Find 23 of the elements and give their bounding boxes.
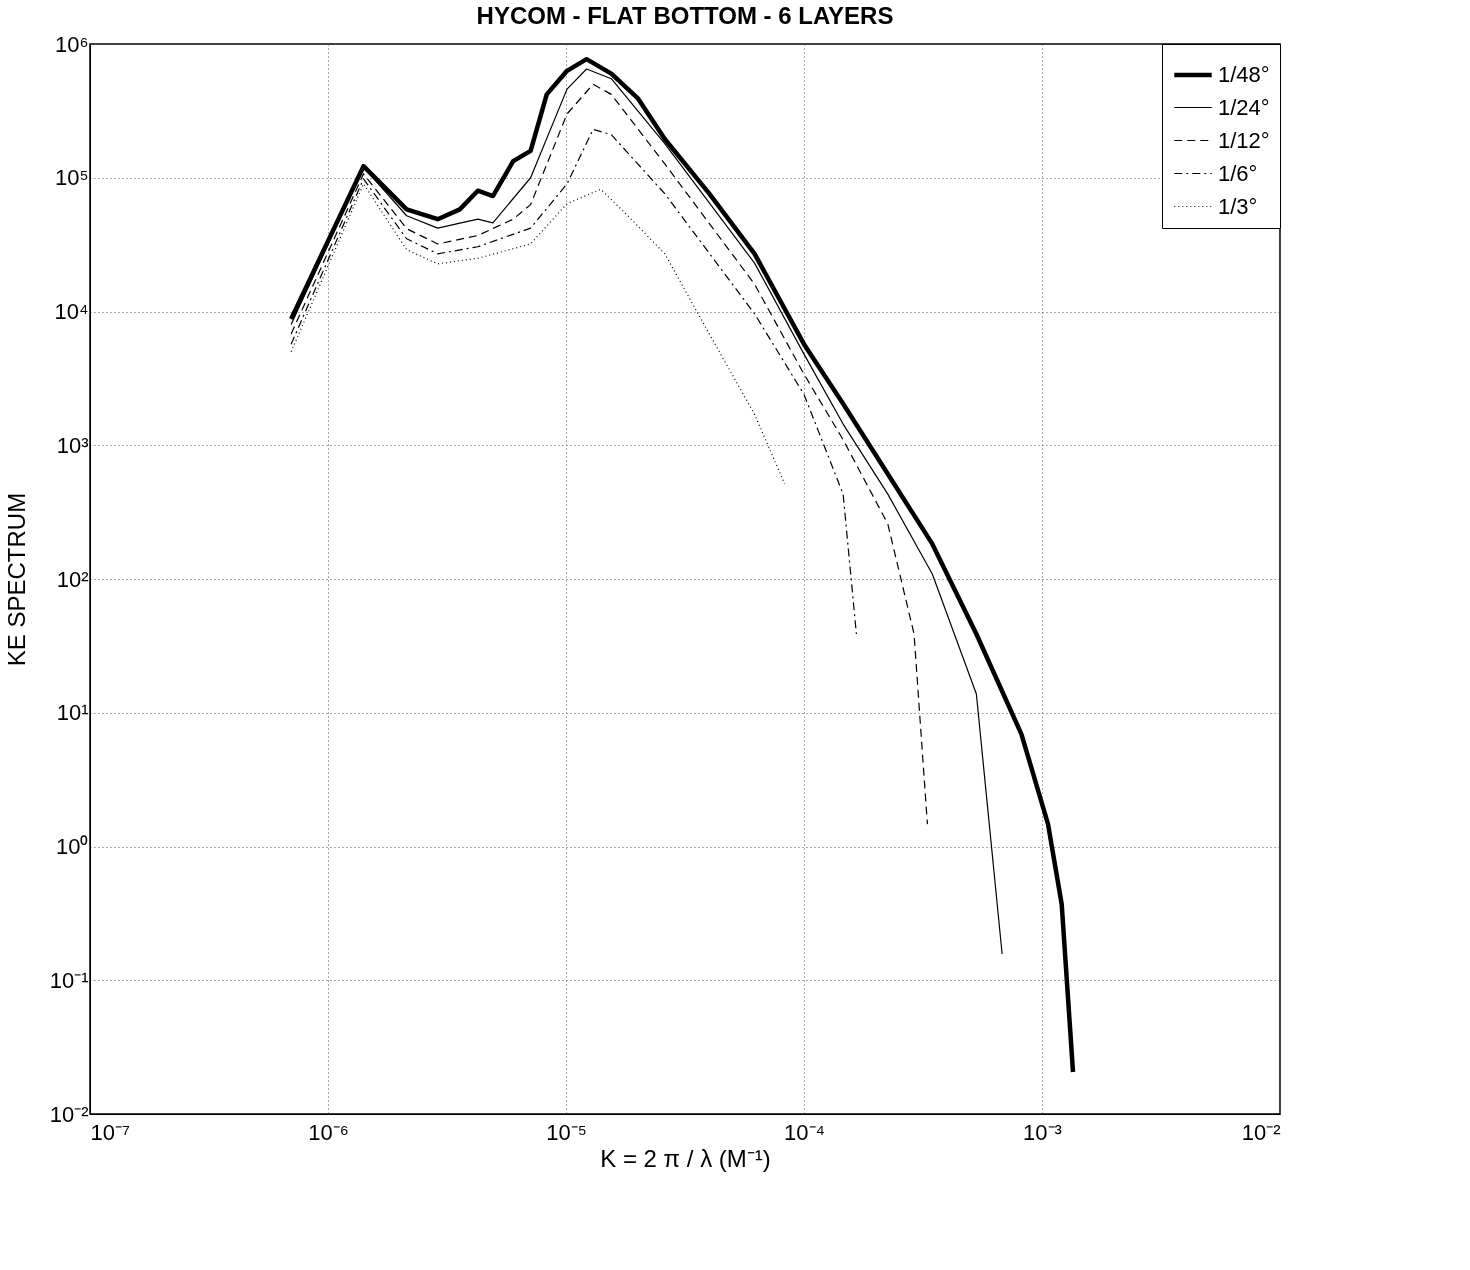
x-tick-label: 10⁻⁷	[90, 1119, 130, 1145]
legend-label: 1/12°	[1218, 127, 1270, 153]
y-tick-label: 10⁴	[54, 299, 89, 324]
legend-label: 1/24°	[1218, 94, 1270, 120]
x-tick-label: 10⁻⁵	[546, 1119, 587, 1145]
y-tick-label: 10¹	[56, 700, 89, 726]
x-tick-label: 10⁻⁶	[308, 1119, 349, 1145]
legend-label: 1/48°	[1218, 62, 1270, 87]
y-tick-label: 10⁻¹	[49, 967, 89, 993]
legend-label: 1/6°	[1218, 160, 1258, 186]
y-tick-label: 10²	[56, 566, 89, 592]
y-tick-label: 10⁵	[54, 165, 89, 191]
x-tick-label: 10⁻⁴	[784, 1119, 825, 1145]
y-tick-label: 10⁶	[54, 31, 89, 57]
chart-title: HYCOM - FLAT BOTTOM - 6 LAYERS	[476, 2, 894, 29]
x-tick-label: 10⁻²	[1241, 1119, 1281, 1145]
y-tick-label: 10⁰	[56, 834, 89, 859]
x-tick-label: 10⁻³	[1023, 1119, 1062, 1145]
y-axis-title: KE SPECTRUM	[2, 492, 30, 667]
legend-label: 1/3°	[1218, 193, 1258, 219]
y-tick-label: 10⁻²	[49, 1101, 89, 1127]
x-axis-title: K = 2 π / λ (M⁻¹)	[600, 1144, 771, 1172]
y-tick-label: 10³	[56, 432, 89, 458]
